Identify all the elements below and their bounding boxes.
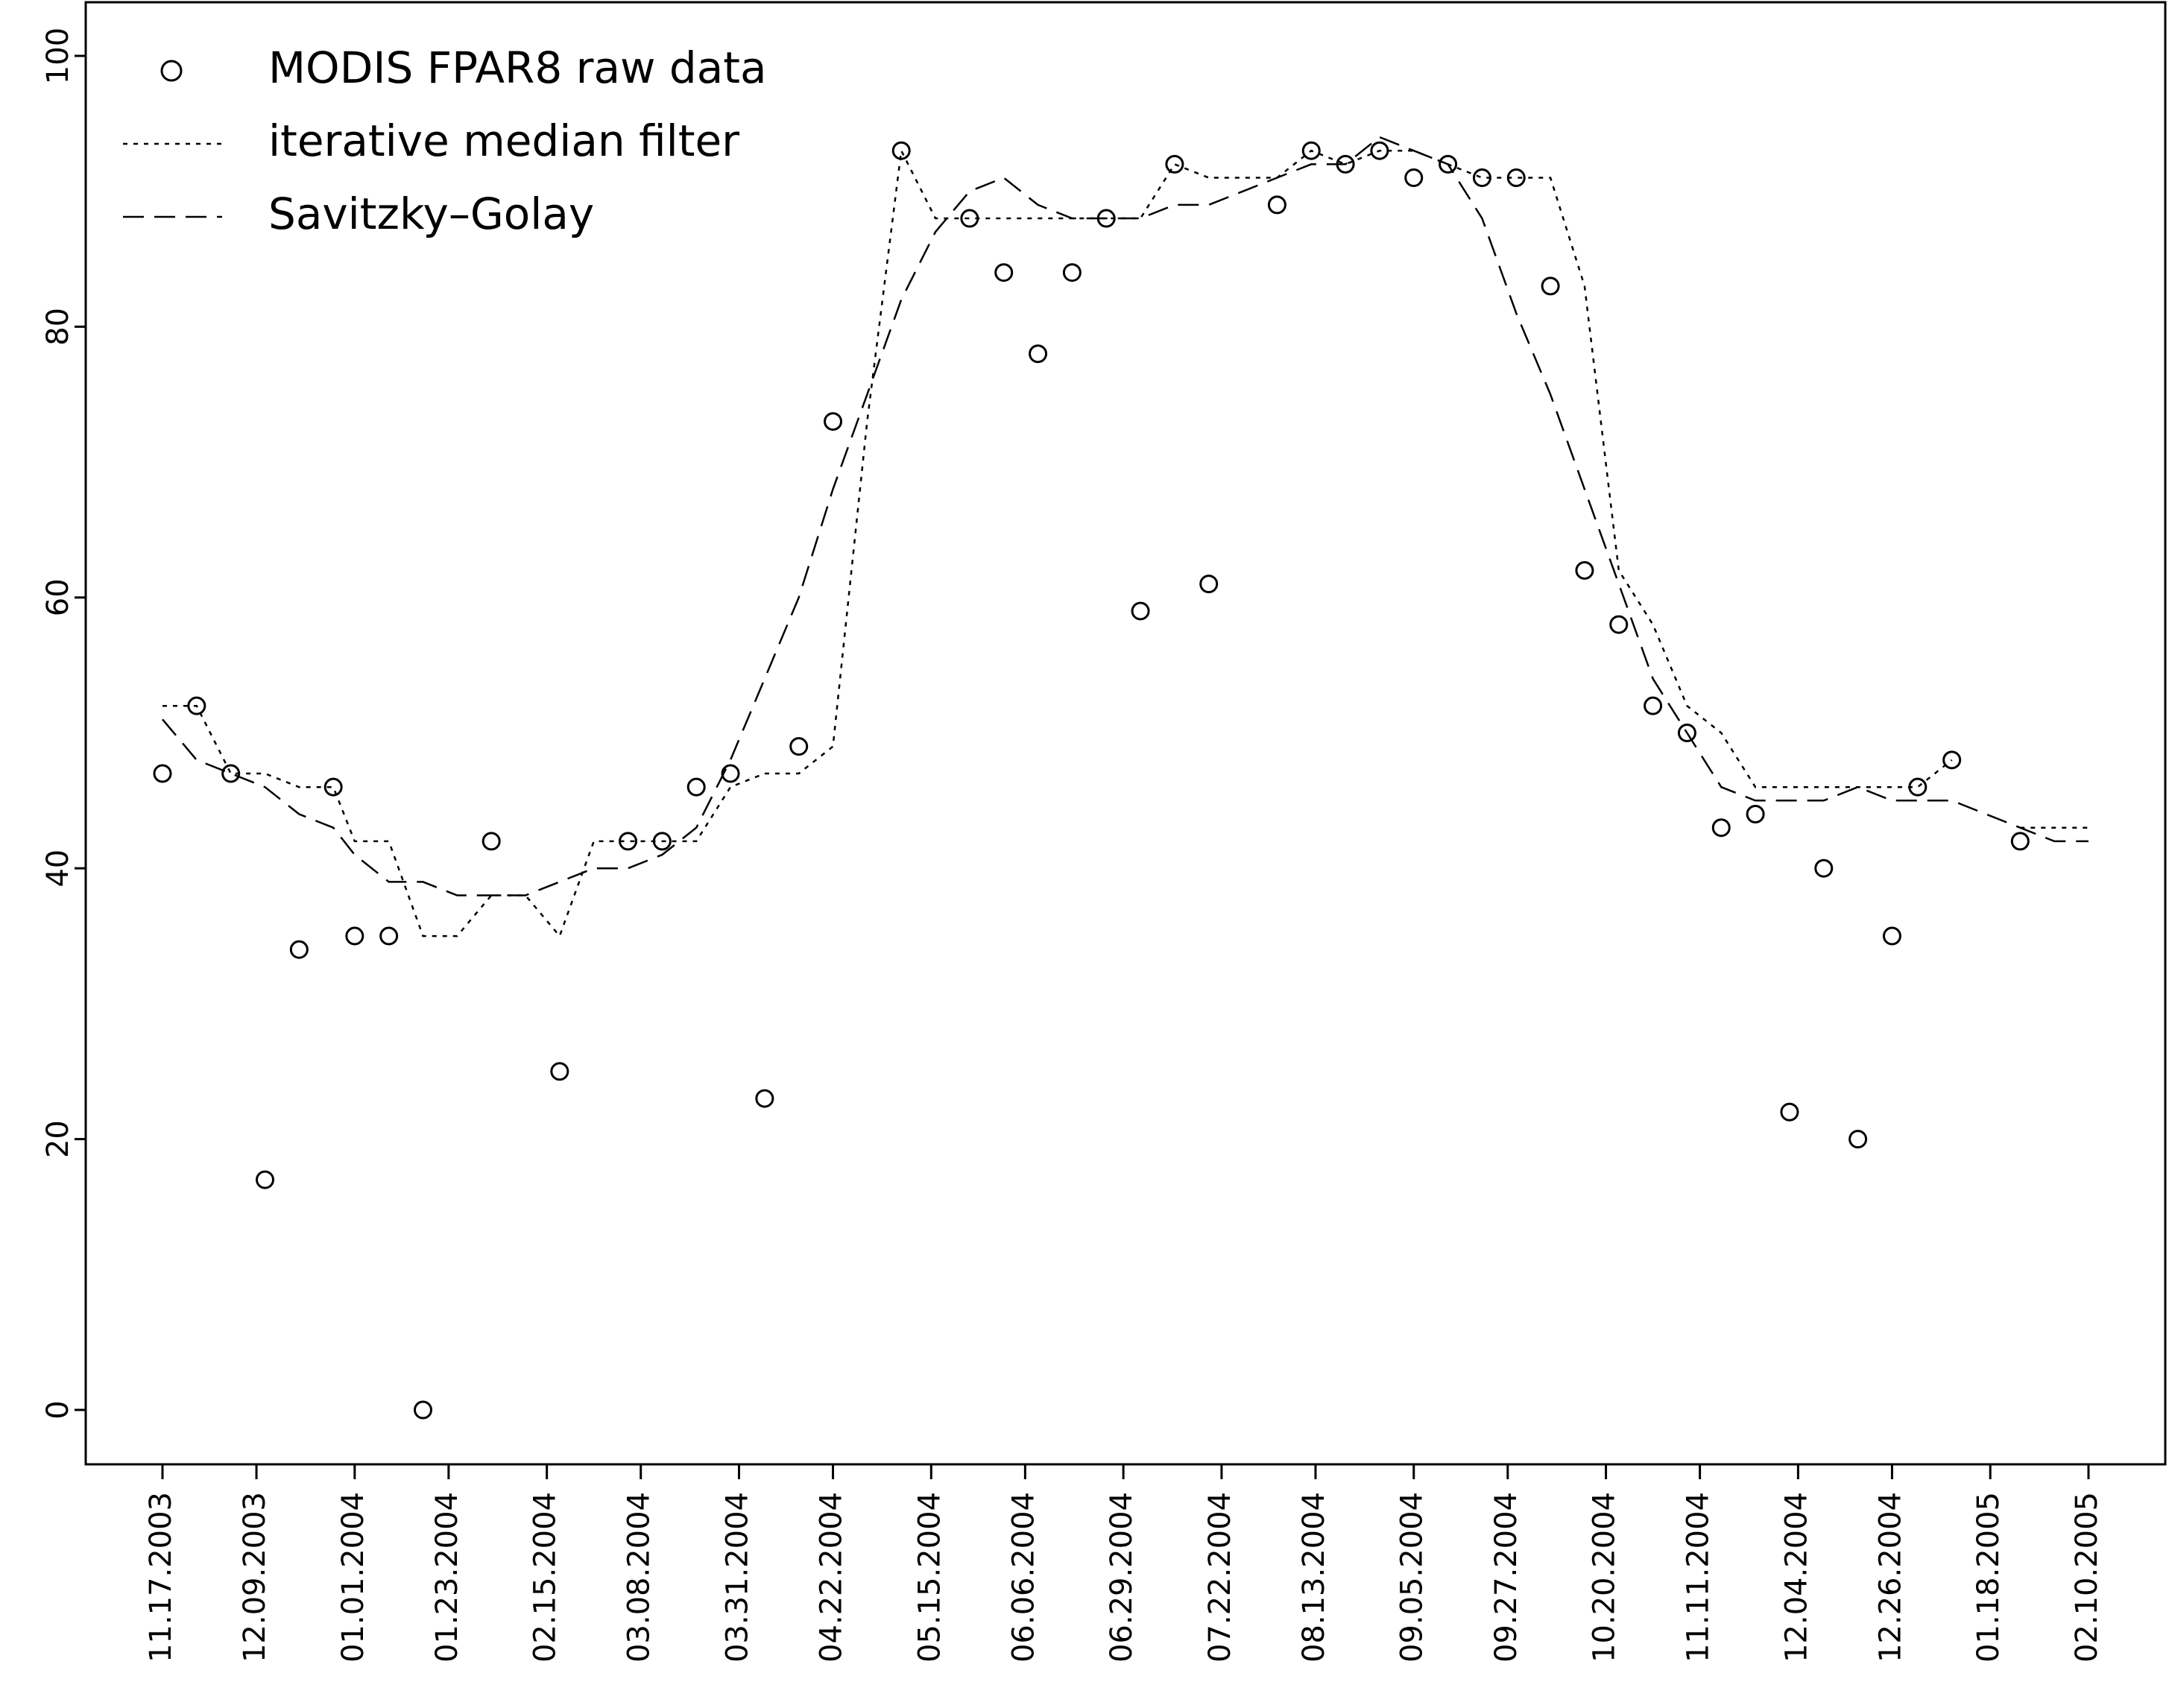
raw-data-point (686, 777, 706, 797)
raw-data-point (1301, 141, 1321, 160)
legend-marker-raw (160, 60, 183, 82)
x-tick-label: 08.13.2004 (1297, 1492, 1331, 1663)
raw-data-point (891, 141, 911, 160)
raw-data-point (1711, 818, 1731, 838)
raw-data-point (755, 1089, 774, 1108)
points-layer (153, 141, 2030, 1420)
raw-data-point (323, 777, 343, 797)
x-tick-label: 05.15.2004 (912, 1492, 947, 1663)
x-tick-label: 01.01.2004 (336, 1492, 370, 1663)
x-tick-label: 11.11.2004 (1682, 1492, 1716, 1663)
y-tick-label: 80 (41, 308, 75, 346)
raw-data-point (1908, 777, 1928, 797)
x-tick-label: 01.23.2004 (430, 1492, 464, 1663)
raw-data-point (1439, 154, 1458, 174)
legend-label: MODIS FPAR8 raw data (268, 42, 767, 93)
raw-data-point (1848, 1130, 1868, 1149)
raw-data-point (789, 737, 809, 756)
raw-data-point (1131, 601, 1150, 621)
x-tick-label: 06.29.2004 (1105, 1492, 1139, 1663)
raw-data-point (619, 832, 638, 851)
raw-data-point (1165, 154, 1184, 174)
raw-data-point (994, 263, 1014, 282)
raw-data-point (1644, 696, 1663, 715)
raw-data-point (1814, 858, 1834, 878)
raw-data-point (1942, 750, 1962, 770)
raw-data-point (1096, 209, 1116, 228)
x-tick-label: 02.15.2004 (528, 1492, 563, 1663)
x-tick-label: 01.18.2005 (1971, 1492, 2006, 1663)
savitzky-golay-line (162, 136, 2089, 896)
raw-data-point (1472, 168, 1491, 188)
x-tick-label: 09.27.2004 (1489, 1492, 1524, 1663)
raw-data-point (1541, 276, 1560, 296)
y-tick-label: 60 (41, 578, 75, 616)
y-tick-label: 20 (41, 1120, 75, 1158)
raw-data-point (1609, 615, 1629, 634)
raw-data-point (1746, 805, 1765, 824)
raw-data-point (1575, 560, 1594, 580)
x-tick-label: 07.22.2004 (1203, 1492, 1237, 1663)
raw-data-point (652, 832, 672, 851)
raw-data-point (1029, 344, 1048, 364)
x-tick-label: 03.31.2004 (720, 1492, 754, 1663)
x-tick-label: 02.10.2005 (2070, 1492, 2104, 1663)
x-axis: 11.17.2003 12.09.2003 01.01.2004 01.23.2004… (144, 1463, 2104, 1663)
raw-data-point (221, 764, 241, 783)
raw-data-point (289, 940, 309, 959)
raw-data-point (379, 926, 399, 946)
legend: MODIS FPAR8 raw data iterative median fil… (123, 42, 767, 239)
x-tick-label: 12.09.2003 (238, 1492, 272, 1663)
median-filter-line (162, 147, 2089, 938)
x-tick-label: 09.05.2004 (1395, 1492, 1430, 1663)
x-tick-label: 10.20.2004 (1588, 1492, 1622, 1663)
x-tick-label: 03.08.2004 (622, 1492, 657, 1663)
raw-data-point (1506, 168, 1526, 188)
x-tick-label: 04.22.2004 (815, 1492, 849, 1663)
raw-data-point (1336, 154, 1355, 174)
y-tick-label: 100 (41, 28, 75, 84)
raw-data-point (1370, 141, 1389, 160)
raw-data-point (1199, 575, 1219, 594)
y-tick-label: 40 (41, 850, 75, 888)
raw-data-point (960, 209, 979, 228)
raw-data-point (1267, 195, 1286, 215)
raw-data-point (345, 926, 364, 946)
raw-data-point (2010, 832, 2030, 851)
x-tick-label: 06.06.2004 (1006, 1492, 1041, 1663)
raw-data-point (153, 764, 172, 783)
raw-data-point (1062, 263, 1082, 282)
legend-label: Savitzky–Golay (268, 189, 594, 239)
raw-data-point (550, 1062, 569, 1081)
raw-data-point (1404, 168, 1424, 188)
raw-data-point (1882, 926, 1901, 946)
raw-data-point (1780, 1102, 1799, 1122)
raw-data-point (721, 764, 740, 783)
series-layer (162, 136, 2089, 938)
x-tick-label: 12.04.2004 (1779, 1492, 1813, 1663)
x-tick-label: 11.17.2003 (144, 1492, 178, 1663)
y-tick-label: 0 (41, 1400, 75, 1419)
y-axis: 0 20 40 60 80 100 (41, 28, 87, 1420)
raw-data-point (824, 412, 843, 431)
x-tick-label: 12.26.2004 (1873, 1492, 1907, 1663)
legend-label: iterative median filter (268, 116, 739, 166)
raw-data-point (413, 1400, 432, 1420)
raw-data-point (256, 1170, 275, 1189)
raw-data-point (482, 832, 501, 851)
raw-data-point (1677, 724, 1696, 742)
raw-data-point (187, 696, 206, 715)
